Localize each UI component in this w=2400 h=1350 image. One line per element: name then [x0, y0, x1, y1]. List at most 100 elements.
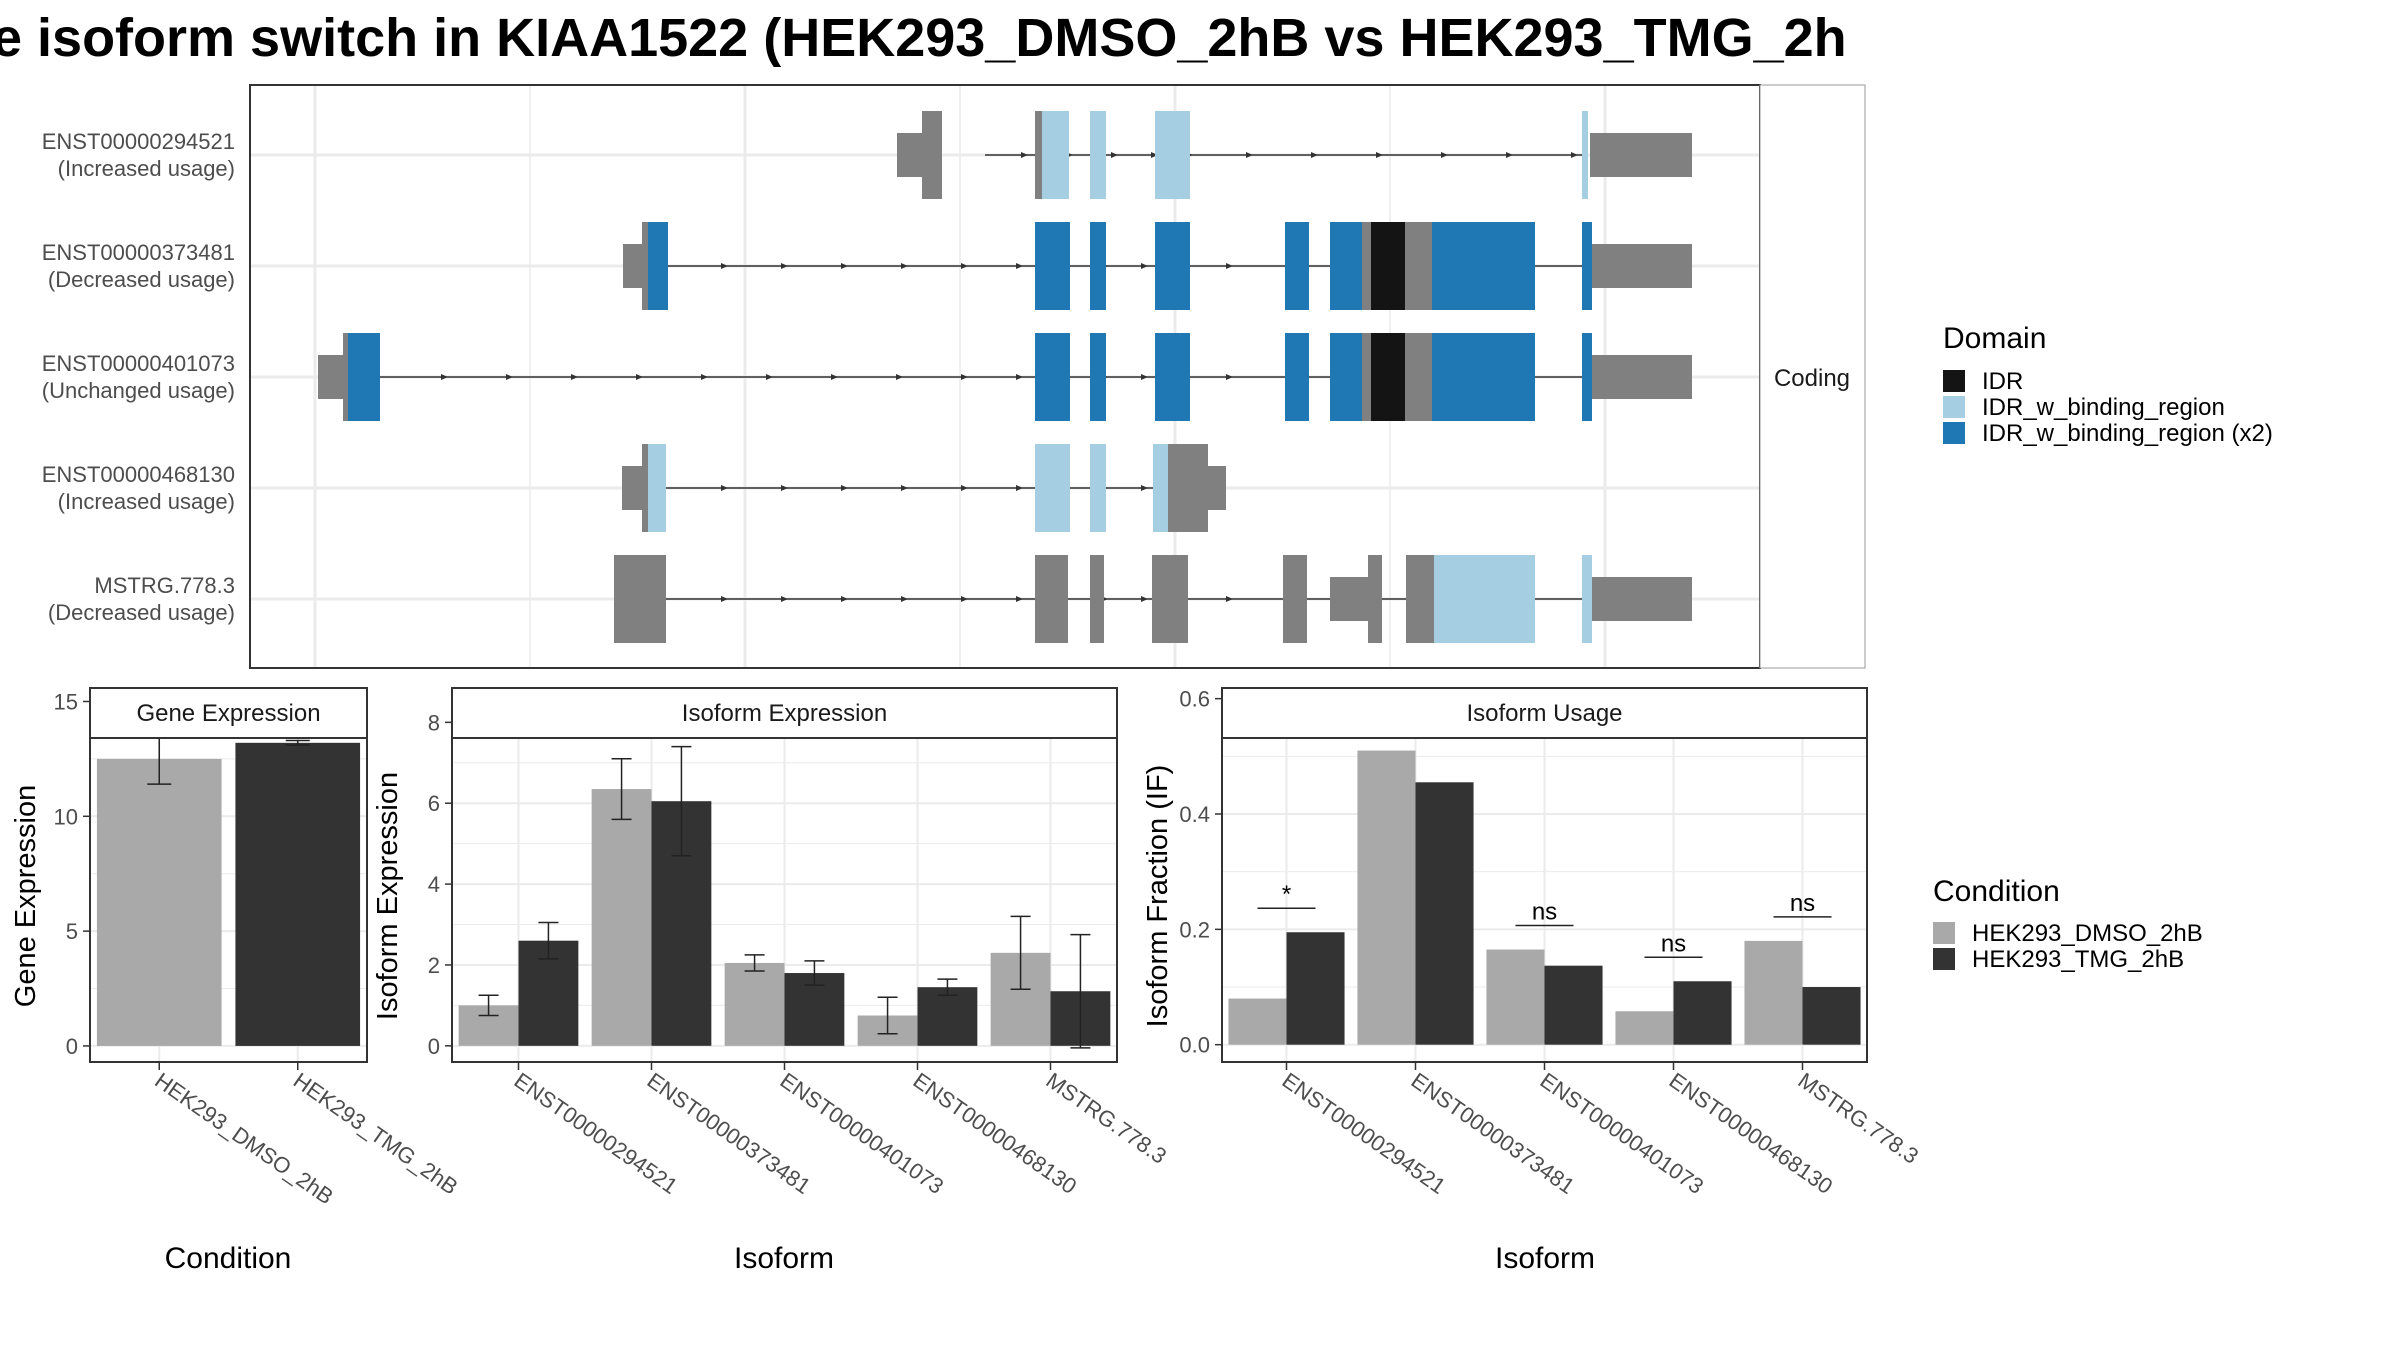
isoform-usage-label: (Decreased usage)	[48, 267, 235, 292]
intron-direction-arrow	[1226, 596, 1233, 602]
exon-domain-block	[1155, 111, 1190, 199]
intron-direction-arrow	[841, 596, 848, 602]
x-axis-label: Isoform	[1495, 1242, 1595, 1275]
intron-direction-arrow	[506, 374, 513, 380]
bar	[1615, 1011, 1674, 1045]
domain-legend-swatch	[1943, 422, 1965, 444]
intron-direction-arrow	[721, 485, 728, 491]
domain-legend-title: Domain	[1943, 322, 2046, 355]
intron-direction-arrow	[1246, 152, 1253, 158]
intron-direction-arrow	[1441, 152, 1448, 158]
y-tick-label: 15	[54, 689, 78, 714]
condition-legend-label: HEK293_DMSO_2hB	[1972, 920, 2203, 947]
domain-legend-label: IDR	[1982, 368, 2023, 395]
intron-direction-arrow	[766, 374, 773, 380]
intron-direction-arrow	[961, 485, 968, 491]
exon-domain-block	[1090, 333, 1106, 421]
exon-domain-block	[1434, 555, 1535, 643]
y-tick-label: 0	[66, 1034, 78, 1059]
exon-domain-block	[1432, 222, 1535, 310]
isoform-label: ENST00000401073	[42, 351, 235, 376]
intron-direction-arrow	[721, 263, 728, 269]
panel-title: Gene Expression	[136, 700, 320, 727]
exon-domain-block	[642, 222, 648, 310]
facet-strip-label: Coding	[1774, 365, 1850, 392]
exon-domain-block	[1042, 111, 1069, 199]
y-tick-label: 0.2	[1179, 917, 1210, 942]
exon-domain-block	[1035, 444, 1070, 532]
utr-block	[1330, 577, 1370, 621]
intron-direction-arrow	[841, 485, 848, 491]
bar	[96, 758, 222, 1046]
exon-domain-block	[1035, 555, 1068, 643]
intron-direction-arrow	[441, 374, 448, 380]
intron-direction-arrow	[1111, 152, 1118, 158]
y-axis-label: Isoform Expression	[372, 772, 404, 1020]
exon-domain-block	[1582, 111, 1588, 199]
panel-title: Isoform Expression	[682, 700, 887, 727]
isoform-usage-label: (Increased usage)	[58, 156, 235, 181]
intron-direction-arrow	[781, 263, 788, 269]
bar	[1286, 932, 1345, 1045]
condition-legend-label: HEK293_TMG_2hB	[1972, 946, 2184, 973]
y-tick-label: 4	[428, 872, 440, 897]
utr-block	[318, 355, 343, 399]
exon-domain-block	[1362, 333, 1371, 421]
intron-direction-arrow	[961, 263, 968, 269]
isoform-label: MSTRG.778.3	[94, 573, 235, 598]
exon-domain-block	[1582, 333, 1592, 421]
y-tick-label: 6	[428, 791, 440, 816]
bar	[1486, 949, 1545, 1045]
exon-domain-block	[1405, 333, 1432, 421]
intron-direction-arrow	[636, 374, 643, 380]
exon-domain-block	[1405, 222, 1432, 310]
bar	[591, 789, 652, 1046]
isoform-usage-label: (Unchanged usage)	[42, 378, 235, 403]
exon-domain-block	[1090, 111, 1106, 199]
y-tick-label: 0.6	[1179, 687, 1210, 712]
panel-strip	[1221, 687, 1868, 739]
y-tick-label: 2	[428, 953, 440, 978]
intron-direction-arrow	[1376, 152, 1383, 158]
intron-direction-arrow	[1151, 152, 1158, 158]
utr-block	[1590, 244, 1692, 288]
exon-domain-block	[1090, 555, 1104, 643]
exon-domain-block	[1432, 333, 1535, 421]
exon-domain-block	[1168, 444, 1208, 532]
isoform-label: ENST00000468130	[42, 462, 235, 487]
bar	[917, 987, 978, 1046]
exon-domain-block	[1090, 222, 1106, 310]
utr-block	[1590, 577, 1692, 621]
intron-direction-arrow	[701, 374, 708, 380]
isoform-label: ENST00000373481	[42, 240, 235, 265]
bar	[1802, 987, 1861, 1045]
condition-legend-swatch	[1933, 922, 1955, 944]
intron-direction-arrow	[1021, 152, 1028, 158]
exon-domain-block	[922, 111, 942, 199]
domain-legend-swatch	[1943, 396, 1965, 418]
panel-title: Isoform Usage	[1466, 700, 1622, 727]
intron-direction-arrow	[901, 485, 908, 491]
exon-domain-block	[1090, 444, 1106, 532]
exon-domain-block	[1035, 333, 1070, 421]
x-axis-label: Isoform	[734, 1242, 834, 1275]
bar	[724, 962, 785, 1046]
exon-domain-block	[1035, 111, 1042, 199]
intron-direction-arrow	[896, 374, 903, 380]
intron-direction-arrow	[571, 374, 578, 380]
exon-domain-block	[1371, 222, 1405, 310]
domain-legend-label: IDR_w_binding_region (x2)	[1982, 420, 2273, 447]
utr-block	[1590, 355, 1692, 399]
intron-direction-arrow	[831, 374, 838, 380]
intron-direction-arrow	[721, 596, 728, 602]
exon-domain-block	[1155, 333, 1190, 421]
intron-direction-arrow	[961, 596, 968, 602]
exon-domain-block	[1152, 555, 1188, 643]
significance-label: *	[1282, 881, 1291, 908]
intron-direction-arrow	[841, 263, 848, 269]
significance-label: ns	[1790, 890, 1815, 917]
domain-legend-label: IDR_w_binding_region	[1982, 394, 2225, 421]
isoform-usage-label: (Decreased usage)	[48, 600, 235, 625]
intron-direction-arrow	[1226, 263, 1233, 269]
